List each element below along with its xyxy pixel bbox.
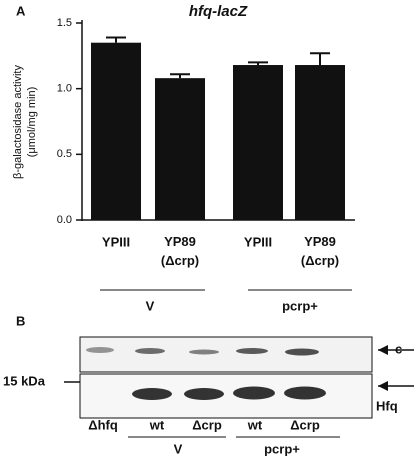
bar <box>155 78 205 220</box>
y-tick-label: 0.5 <box>57 148 72 160</box>
arrow-head <box>378 345 388 355</box>
group-label: pcrp+ <box>282 298 318 313</box>
group-label: V <box>146 298 155 313</box>
group-label: pcrp+ <box>264 441 300 456</box>
x-tick-label: YPIII <box>102 234 130 249</box>
lane-label: Δhfq <box>88 417 118 432</box>
bar <box>233 65 283 220</box>
bar <box>91 42 141 221</box>
band-label: c <box>395 341 402 356</box>
arrow-head <box>378 381 388 391</box>
y-tick-label: 0.0 <box>57 214 72 226</box>
blot-strip <box>79 336 373 373</box>
blot-bands <box>86 347 326 400</box>
y-tick-label: 1.0 <box>57 83 72 95</box>
lane-label: wt <box>247 417 263 432</box>
chart-title: hfq-lacZ <box>189 3 248 20</box>
x-tick-label: YPIII <box>244 234 272 249</box>
group-label: V <box>174 441 183 456</box>
lane-label: Δcrp <box>192 417 222 432</box>
panel-label: A <box>16 3 26 18</box>
marker-label: 15 kDa <box>3 373 46 388</box>
lane-label: Δcrp <box>290 417 320 432</box>
blot-strip <box>79 373 373 419</box>
y-label: β-galactosidase activity <box>12 65 24 179</box>
panel-label: B <box>16 313 25 328</box>
lane-label: wt <box>149 417 165 432</box>
x-tick-label: YP89 (Δcrp) <box>301 234 339 268</box>
band-label: Hfq <box>376 398 398 413</box>
y-label: (μmol/mg min) <box>26 87 38 158</box>
x-tick-label: YP89 (Δcrp) <box>161 234 199 268</box>
y-tick-label: 1.5 <box>57 17 72 29</box>
bar <box>295 65 345 220</box>
